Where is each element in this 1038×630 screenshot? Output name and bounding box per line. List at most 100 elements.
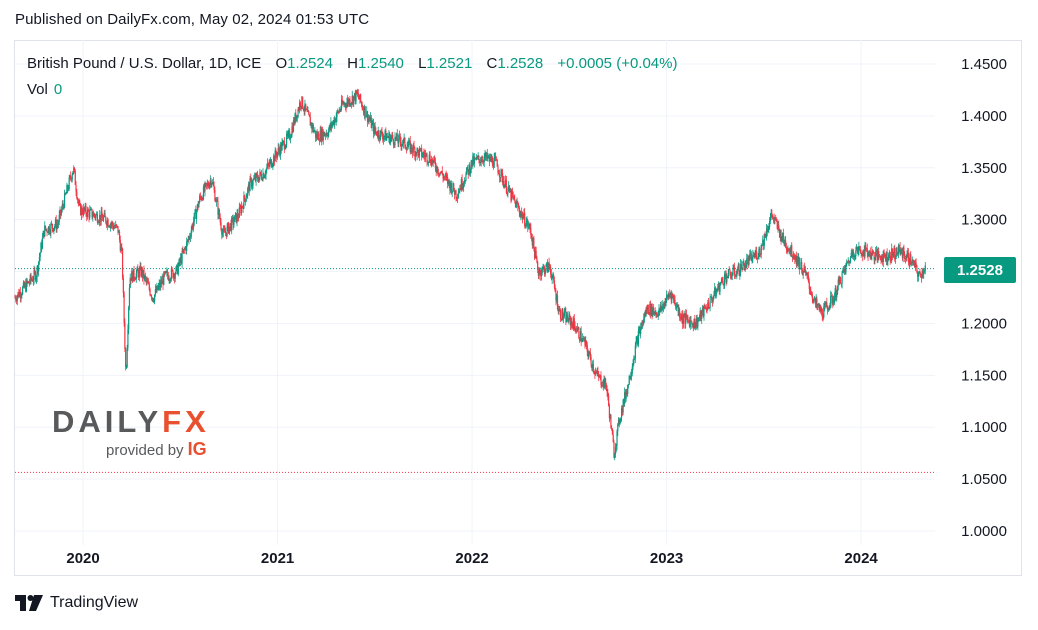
candle-body [368,118,370,120]
candle-body [291,126,293,136]
candle-body [34,270,36,273]
candle-body [305,103,307,110]
candle-body [46,229,48,233]
candle-body [522,217,524,220]
candle-body [44,225,47,230]
candle-body [788,248,790,250]
candle-body [281,142,283,151]
candle-body [179,257,182,263]
candle-body [463,182,466,183]
candle-body [218,209,221,218]
candle-body [273,156,275,165]
x-tick-label: 2020 [66,550,99,567]
candle-body [840,283,842,285]
candle-body [476,156,478,160]
candle-body [205,183,208,185]
candle-body [421,148,423,157]
candle-body [147,280,149,284]
candle-body [595,372,598,374]
candle-body [647,305,649,313]
candle-body [142,269,144,277]
candle-body [839,277,841,283]
candle-body [626,392,628,394]
candle-body [124,322,126,349]
candle-body [331,122,333,127]
candle-body [527,220,529,228]
candle-body [645,308,647,317]
candle-body [39,252,41,258]
candle-body [293,120,295,125]
candle-body [271,166,273,167]
candle-body [257,175,259,180]
candle-body [138,269,140,278]
candle-body [458,191,460,193]
logo-provided-by: provided by [106,442,184,459]
candle-body [110,224,112,226]
reference-lines [15,268,935,473]
candle-body [282,141,284,143]
candle-body [870,255,872,259]
candle-body [611,428,614,435]
candle-body [759,248,761,255]
candle-body [472,156,475,164]
candle-body [844,268,846,273]
candle-body [640,327,643,329]
candle-body [636,337,638,341]
candle-body [192,224,194,228]
candle-body [560,318,562,321]
candle-body [196,204,198,211]
candle-body [712,297,714,302]
candle-body [40,243,42,253]
candle-body [242,206,244,209]
candle-body [489,156,491,162]
candle-body [405,148,408,151]
candle-body [847,260,849,263]
candle-body [407,145,409,147]
candle-body [758,248,760,257]
candle-body [902,247,904,259]
candle-body [705,307,707,310]
candle-body [843,268,845,271]
candle-body [415,152,417,156]
candle-body [276,154,278,158]
candle-body [804,267,806,270]
candle-body [342,103,344,105]
candle-body [146,280,148,282]
candle-body [461,178,463,189]
candle-body [395,133,398,139]
candle-body [137,267,139,272]
candle-body [484,153,486,158]
candle-body [790,245,792,254]
candle-body [157,286,160,290]
chart-frame[interactable] [14,40,1022,576]
candle-body [763,234,765,246]
candle-body [756,251,758,259]
candle-body [881,255,883,262]
candle-body [657,312,659,317]
candle-body [253,178,255,180]
candle-body [628,376,630,385]
candle-body [825,302,827,305]
candle-body [376,135,379,137]
candle-body [260,171,262,175]
candle-body [505,180,507,194]
candle-body [237,217,240,219]
candle-body [162,278,164,285]
candle-body [429,154,431,163]
candle-body [303,110,305,112]
candle-body [182,251,184,253]
candle-body [903,247,905,254]
candle-body [73,167,75,172]
candle-body [907,252,909,254]
candle-body [266,163,269,168]
candle-body [367,118,369,122]
candle-body [669,293,672,295]
candle-body [292,120,295,132]
dailyfx-logo: DAILYFX provided by IG [52,405,210,461]
candle-body [509,190,511,193]
tradingview-brand[interactable]: TradingView [15,594,138,612]
candle-body [512,195,514,197]
candle-body [123,292,125,323]
candle-body [398,135,401,137]
